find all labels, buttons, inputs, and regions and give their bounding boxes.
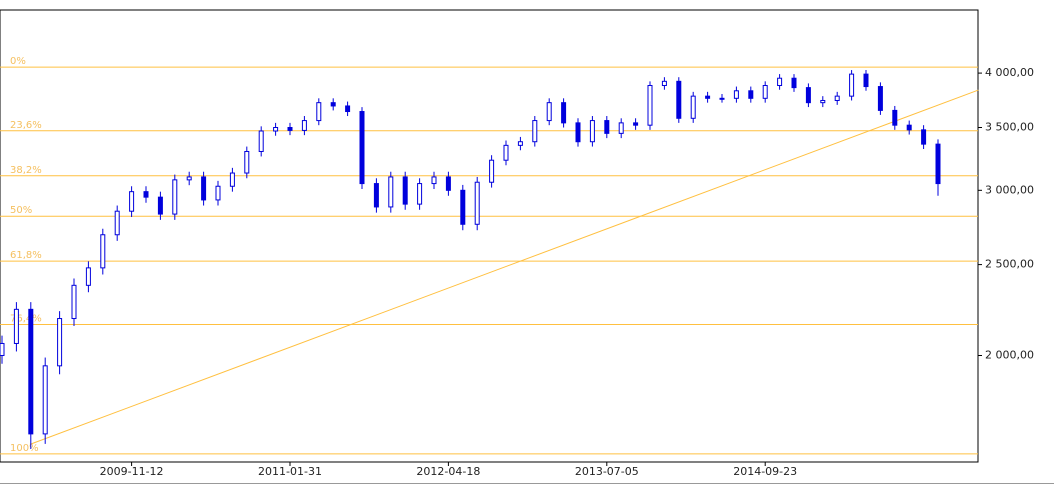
candle-body	[589, 120, 595, 143]
x-tick-label: 2013-07-05	[575, 465, 639, 478]
candle-body	[705, 95, 711, 99]
candle-body	[604, 120, 610, 134]
candle-body	[820, 99, 826, 104]
candle-body	[834, 95, 840, 101]
candle-body	[71, 284, 77, 320]
candle-body	[388, 176, 394, 208]
candle-body	[489, 159, 495, 183]
candle-body	[143, 191, 149, 198]
candle-body	[129, 191, 135, 212]
candle-body	[157, 196, 163, 215]
candle-body	[661, 80, 667, 87]
x-tick-label: 2011-01-31	[258, 465, 322, 478]
candle-body	[114, 210, 120, 236]
candle-body	[287, 127, 293, 131]
candle-body	[892, 109, 898, 126]
candle-body	[0, 342, 5, 357]
candle-body	[777, 77, 783, 87]
candle-body	[877, 86, 883, 111]
candle-body	[417, 183, 423, 205]
candle-body	[561, 102, 567, 124]
candle-body	[359, 111, 365, 185]
candle-body	[100, 234, 106, 269]
candle-body	[402, 176, 408, 205]
fib-label: 61,8%	[10, 250, 42, 261]
candle-body	[474, 181, 480, 225]
candle-body	[172, 179, 178, 215]
candle-body	[431, 176, 437, 185]
candle-body	[503, 144, 509, 161]
candle-body	[906, 124, 912, 131]
candle-body	[201, 176, 207, 201]
candle-body	[719, 97, 725, 100]
y-tick-label: 3 500,00	[985, 121, 1034, 134]
y-tick-label: 3 000,00	[985, 183, 1034, 196]
candle-body	[330, 102, 336, 107]
candle-body	[791, 77, 797, 89]
candle-body	[301, 120, 307, 131]
candle-body	[28, 308, 34, 435]
y-tick-label: 2 000,00	[985, 349, 1034, 362]
y-tick-label: 2 500,00	[985, 258, 1034, 271]
candle-body	[57, 318, 63, 367]
fib-label: 0%	[10, 56, 26, 67]
candle-body	[215, 185, 221, 201]
x-tick-label: 2014-09-23	[733, 465, 797, 478]
candle-body	[618, 122, 624, 134]
candle-body	[373, 183, 379, 208]
candle-body	[733, 90, 739, 99]
candle-body	[748, 90, 754, 99]
x-tick-label: 2009-11-12	[100, 465, 164, 478]
candle-body	[517, 141, 523, 146]
candle-body	[13, 308, 19, 344]
candle-body	[935, 143, 941, 185]
candle-body	[863, 73, 869, 88]
candle-body	[690, 95, 696, 119]
candle-body	[849, 73, 855, 97]
candle-body	[258, 130, 264, 152]
fib-label: 38,2%	[10, 165, 42, 176]
candle-body	[676, 80, 682, 119]
candle-body	[460, 189, 466, 225]
candle-body	[316, 102, 322, 122]
fib-label: 76,4%	[10, 314, 42, 325]
candle-body	[85, 267, 91, 286]
candle-body	[921, 129, 927, 145]
candle-body	[445, 176, 451, 191]
y-tick-label: 4 000,00	[985, 66, 1034, 79]
candle-body	[244, 150, 250, 174]
fib-label: 100%	[10, 443, 39, 454]
candle-body	[546, 102, 552, 122]
fib-label: 23,6%	[10, 120, 42, 131]
plot-frame	[0, 9, 979, 463]
candle-body	[575, 122, 581, 143]
fib-label: 50%	[10, 205, 32, 216]
candle-body	[42, 365, 48, 435]
candle-body	[186, 176, 192, 181]
candle-body	[805, 87, 811, 104]
candle-body	[633, 122, 639, 126]
candle-body	[345, 105, 351, 113]
candle-body	[229, 172, 235, 187]
candle-body	[273, 127, 279, 132]
x-tick-label: 2012-04-18	[416, 465, 480, 478]
candle-body	[647, 85, 653, 126]
candle-body	[762, 85, 768, 99]
trendline	[29, 89, 979, 445]
candle-body	[532, 120, 538, 143]
